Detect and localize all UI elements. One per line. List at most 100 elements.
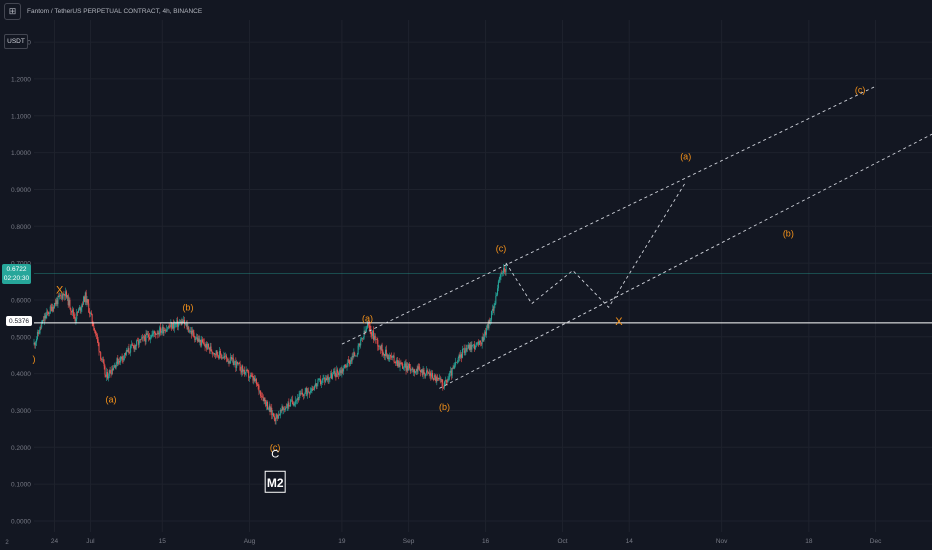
candle-body — [362, 337, 364, 339]
candle-body — [469, 344, 471, 350]
candle-body — [252, 375, 254, 381]
candle-body — [343, 364, 345, 369]
horizontal-line-price-tag: 0.5376 — [6, 316, 32, 326]
candle-body — [166, 329, 168, 332]
candle-body — [106, 372, 108, 377]
wave-label: X — [56, 285, 64, 297]
candle-body — [385, 349, 387, 357]
candle-body — [443, 386, 445, 388]
candle-body — [503, 268, 505, 272]
candle-body — [53, 307, 55, 309]
candle-body — [214, 354, 216, 356]
candle-body — [258, 385, 260, 392]
candle-body — [437, 377, 439, 379]
x-tick-label: Dec — [870, 538, 882, 545]
x-axis: 24 Jul 15 Aug 19 Sep 16 Oct 14 Nov 18 Dec — [51, 538, 882, 545]
candle-body — [78, 307, 80, 310]
y-tick-label: 0.9000 — [11, 187, 31, 194]
candle-body — [351, 356, 353, 362]
candle-body — [103, 362, 105, 367]
candle-body — [60, 295, 62, 296]
candle-body — [115, 363, 117, 368]
candle-body — [170, 323, 172, 328]
wave-label: (c) — [270, 442, 281, 452]
candle-body — [280, 409, 282, 411]
candle-body — [422, 369, 424, 376]
candle-body — [135, 345, 137, 347]
candle-body — [429, 373, 431, 376]
bar-countdown: 02:20:30 — [3, 275, 30, 282]
candle-body — [415, 369, 417, 372]
currency-button[interactable]: USDT — [4, 34, 28, 49]
wave-label: X — [615, 316, 623, 328]
candle-body — [367, 323, 369, 326]
candle-body — [497, 281, 499, 289]
candle-body — [189, 331, 191, 333]
candle-body — [379, 346, 381, 348]
candle-body — [436, 377, 438, 382]
candle-body — [213, 353, 215, 355]
candle-body — [396, 360, 398, 364]
x-tick-label: Jul — [86, 538, 95, 545]
candle-body — [492, 308, 494, 311]
candle-body — [84, 292, 86, 302]
candle-body — [152, 333, 154, 335]
candle-body — [107, 372, 109, 379]
candle-body — [394, 361, 396, 363]
candle-body — [184, 319, 186, 325]
candle-body — [146, 333, 148, 335]
last-price-tag: 0.6722 02:20:30 — [2, 264, 31, 284]
candle-body — [474, 347, 476, 350]
candle-body — [148, 337, 150, 340]
candle-body — [129, 352, 131, 353]
candle-body — [147, 334, 149, 336]
drawing-overlays[interactable] — [34, 85, 932, 389]
candle-body — [154, 331, 156, 334]
last-price-value: 0.6722 — [6, 266, 27, 273]
candle-body — [444, 381, 446, 388]
candle-body — [166, 328, 168, 330]
candle-body — [283, 409, 285, 410]
candle-body — [310, 390, 312, 392]
candle-body — [136, 340, 138, 342]
candle-body — [318, 379, 320, 380]
candle-body — [209, 346, 211, 350]
candle-body — [254, 377, 256, 381]
candle-body — [255, 379, 257, 385]
candle-body — [207, 343, 209, 350]
candle-body — [64, 294, 66, 297]
timezone-button[interactable]: 2 — [5, 540, 9, 546]
candle-body — [201, 339, 203, 346]
candle-body — [457, 358, 459, 363]
candle-body — [393, 355, 395, 362]
candle-body — [61, 295, 63, 299]
candle-body — [313, 389, 315, 390]
candle-body — [305, 388, 307, 393]
candle-body — [98, 343, 100, 352]
candle-body — [63, 294, 65, 295]
candle-body — [33, 342, 35, 345]
candle-body — [471, 345, 473, 350]
candle-body — [448, 377, 450, 380]
candle-body — [266, 401, 268, 410]
candle-body — [259, 390, 261, 392]
candle-body — [439, 378, 441, 380]
candle-body — [50, 306, 52, 308]
candle-body — [197, 338, 199, 342]
candle-body — [306, 388, 308, 395]
candle-body — [89, 312, 91, 314]
candle-body — [322, 378, 324, 380]
candle-body — [397, 361, 399, 366]
candle-body — [137, 341, 139, 345]
candle-body — [293, 403, 295, 406]
candle-body — [75, 319, 77, 322]
candle-body — [320, 379, 322, 385]
candle-body — [101, 359, 103, 360]
candle-body — [359, 343, 361, 346]
candle-body — [231, 357, 233, 360]
x-tick-label: Nov — [716, 538, 728, 545]
candle-body — [485, 328, 487, 335]
candle-body — [406, 365, 408, 371]
wave-label: (b) — [182, 302, 193, 312]
